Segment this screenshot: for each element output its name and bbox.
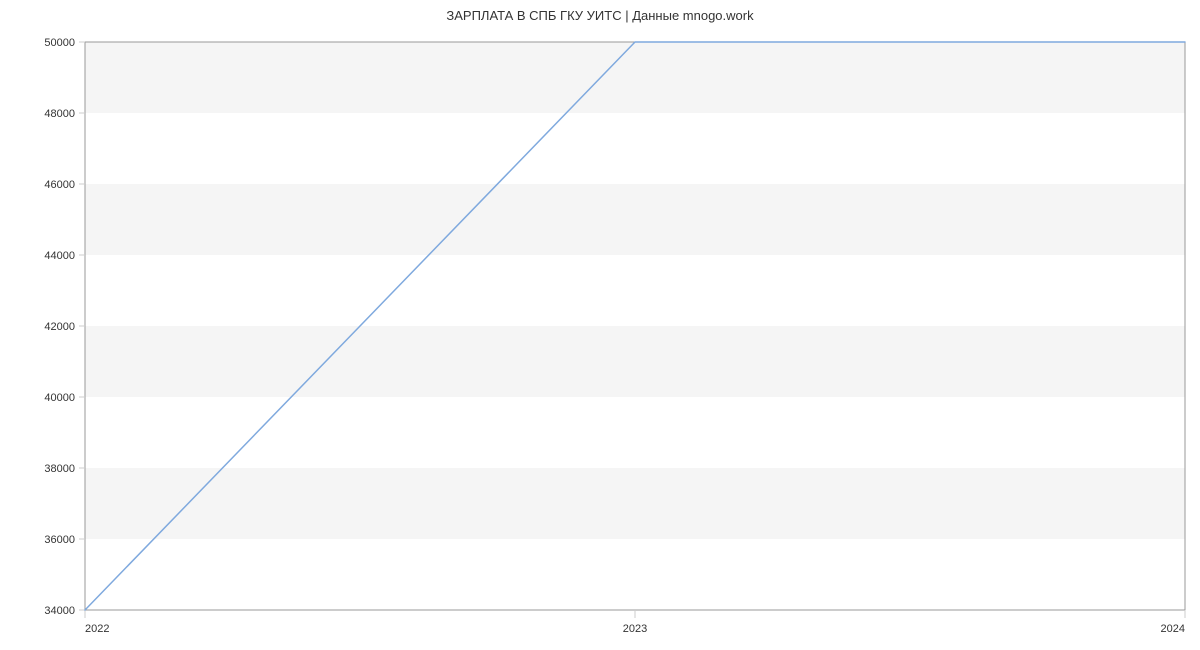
y-tick-label: 42000	[44, 321, 75, 333]
y-tick-label: 36000	[44, 534, 75, 546]
plot-band	[85, 468, 1185, 539]
y-tick-label: 38000	[44, 463, 75, 475]
y-tick-label: 46000	[44, 179, 75, 191]
chart-svg: 34000 36000 38000 40000 42000 44000 46000 48000…	[0, 0, 1200, 650]
plot-band	[85, 326, 1185, 397]
plot-band	[85, 42, 1185, 113]
plot-band	[85, 255, 1185, 326]
plot-band	[85, 113, 1185, 184]
y-tick-label: 34000	[44, 605, 75, 617]
x-tick-label: 2023	[623, 623, 647, 635]
plot-band	[85, 397, 1185, 468]
y-tick-label: 48000	[44, 108, 75, 120]
y-tick-label: 40000	[44, 392, 75, 404]
salary-line-chart: 34000 36000 38000 40000 42000 44000 46000 48000…	[0, 0, 1200, 650]
y-tick-label: 50000	[44, 37, 75, 49]
y-tick-label: 44000	[44, 250, 75, 262]
plot-band	[85, 539, 1185, 610]
x-tick-label: 2024	[1161, 623, 1185, 635]
chart-title: ЗАРПЛАТА В СПБ ГКУ УИТС | Данные mnogo.w…	[446, 8, 754, 23]
plot-band	[85, 184, 1185, 255]
x-tick-label: 2022	[85, 623, 109, 635]
